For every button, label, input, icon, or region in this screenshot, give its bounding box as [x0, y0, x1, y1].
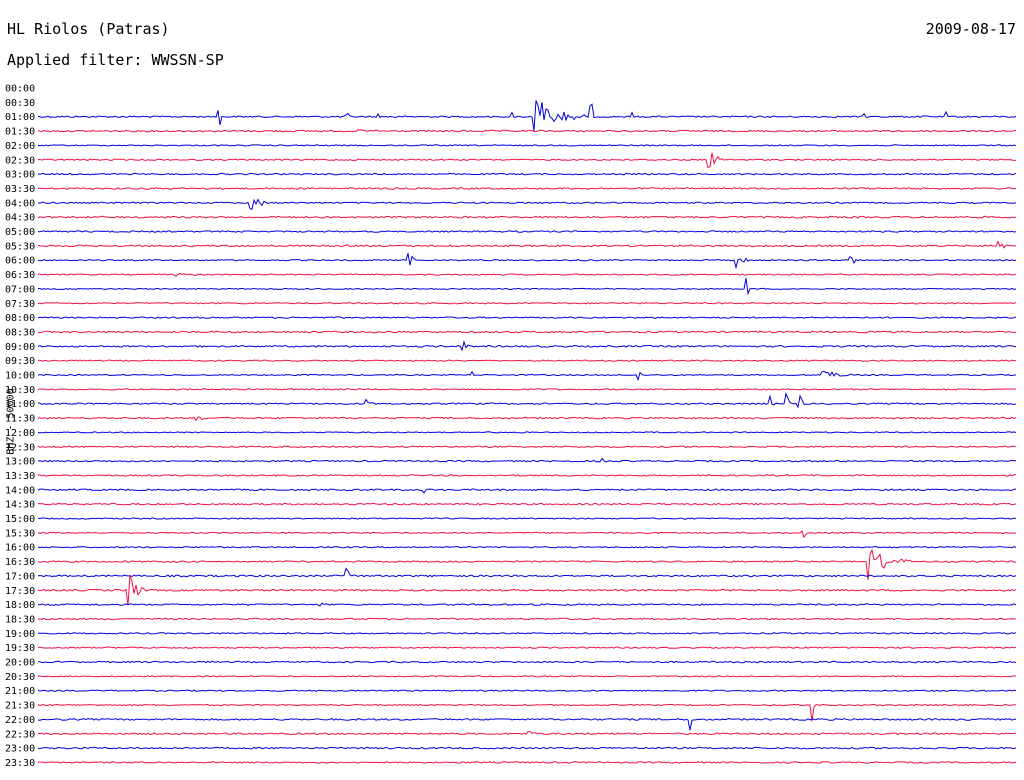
trace-line — [37, 660, 1017, 664]
tick-label: 20:30 — [5, 672, 35, 683]
trace-line — [37, 746, 1017, 750]
trace-line — [37, 416, 1017, 422]
trace-line — [37, 502, 1017, 506]
tick-label: 14:30 — [5, 500, 35, 511]
tick-label: 22:30 — [5, 729, 35, 740]
trace-line — [37, 316, 1017, 319]
date-label: 2009-08-17 — [925, 20, 1016, 38]
tick-label: 12:00 — [5, 428, 35, 439]
tick-label: 15:00 — [5, 514, 35, 525]
tick-label: 11:30 — [5, 414, 35, 425]
trace-line — [37, 388, 1017, 391]
tick-label: 17:30 — [5, 586, 35, 597]
trace-line — [37, 445, 1017, 449]
trace-line — [37, 272, 1017, 277]
tick-label: 23:30 — [5, 758, 35, 769]
trace-line — [37, 172, 1017, 176]
tick-label: 13:30 — [5, 471, 35, 482]
tick-label: 16:30 — [5, 557, 35, 568]
tick-label: 20:00 — [5, 658, 35, 669]
tick-label: 18:30 — [5, 614, 35, 625]
trace-line — [37, 703, 1017, 722]
trace-line — [37, 330, 1017, 334]
trace-line — [37, 152, 1017, 169]
trace-line — [37, 646, 1017, 649]
trace-line — [37, 253, 1017, 270]
tick-label: 17:00 — [5, 571, 35, 582]
tick-label: 01:30 — [5, 127, 35, 138]
trace-line — [37, 370, 1017, 382]
trace-line — [37, 689, 1017, 692]
tick-label: 03:30 — [5, 184, 35, 195]
trace-line — [37, 230, 1017, 233]
tick-label: 21:00 — [5, 686, 35, 697]
trace-line — [37, 529, 1017, 539]
tick-label: 16:00 — [5, 543, 35, 554]
tick-label: 07:00 — [5, 284, 35, 295]
tick-label: 08:00 — [5, 313, 35, 324]
trace-line — [37, 617, 1017, 621]
tick-label: 12:30 — [5, 442, 35, 453]
tick-label: 02:30 — [5, 155, 35, 166]
trace-line — [37, 546, 1017, 549]
trace-line — [37, 761, 1016, 764]
tick-label: 19:30 — [5, 643, 35, 654]
tick-label: 00:30 — [5, 98, 35, 109]
tick-label: 22:00 — [5, 715, 35, 726]
tick-label: 09:00 — [5, 342, 35, 353]
filter-label: Applied filter: WWSSN-SP — [7, 51, 224, 69]
trace-line — [37, 215, 1017, 219]
trace-line — [37, 488, 1017, 494]
tick-label: 07:30 — [5, 299, 35, 310]
trace-line — [38, 431, 1017, 434]
station-title: HL Riolos (Patras) — [7, 20, 170, 38]
trace-line — [37, 359, 1017, 362]
tick-label: 01:00 — [5, 112, 35, 123]
trace-line — [37, 278, 1017, 296]
trace-line — [37, 240, 1017, 249]
trace-line — [37, 187, 1017, 190]
tick-label: 06:30 — [5, 270, 35, 281]
trace-line — [37, 632, 1017, 635]
trace-line — [37, 100, 1017, 131]
tick-label: 10:00 — [5, 371, 35, 382]
trace-line — [37, 675, 1017, 678]
tick-label: 14:00 — [5, 485, 35, 496]
tick-label: 18:00 — [5, 600, 35, 611]
trace-line — [38, 602, 1017, 607]
tick-label: 05:30 — [5, 241, 35, 252]
tick-label: 09:30 — [5, 356, 35, 367]
tick-label: 13:00 — [5, 457, 35, 468]
trace-line — [37, 144, 1017, 147]
trace-line — [37, 567, 1017, 578]
tick-label: 10:30 — [5, 385, 35, 396]
trace-line — [37, 340, 1017, 352]
trace-line — [37, 717, 1017, 731]
trace-line — [37, 457, 1017, 463]
tick-label: 05:00 — [5, 227, 35, 238]
tick-label: 21:30 — [5, 701, 35, 712]
trace-line — [37, 517, 1017, 520]
trace-line — [37, 730, 1017, 736]
tick-label: 23:00 — [5, 744, 35, 755]
trace-line — [37, 198, 1017, 210]
tick-label: 08:30 — [5, 327, 35, 338]
trace-line — [37, 392, 1017, 409]
tick-label: 11:00 — [5, 399, 35, 410]
tick-label: 02:00 — [5, 141, 35, 152]
trace-line — [37, 474, 1016, 477]
trace-line — [37, 302, 1017, 305]
trace-line — [37, 548, 1016, 580]
trace-line — [37, 129, 1017, 133]
tick-label: 06:00 — [5, 256, 35, 267]
trace-line — [37, 574, 1017, 606]
tick-label: 04:30 — [5, 213, 35, 224]
tick-label: 15:30 — [5, 528, 35, 539]
tick-label: 04:00 — [5, 198, 35, 209]
tick-label: 00:00 — [5, 84, 35, 95]
tick-label: 19:00 — [5, 629, 35, 640]
tick-label: 03:00 — [5, 170, 35, 181]
